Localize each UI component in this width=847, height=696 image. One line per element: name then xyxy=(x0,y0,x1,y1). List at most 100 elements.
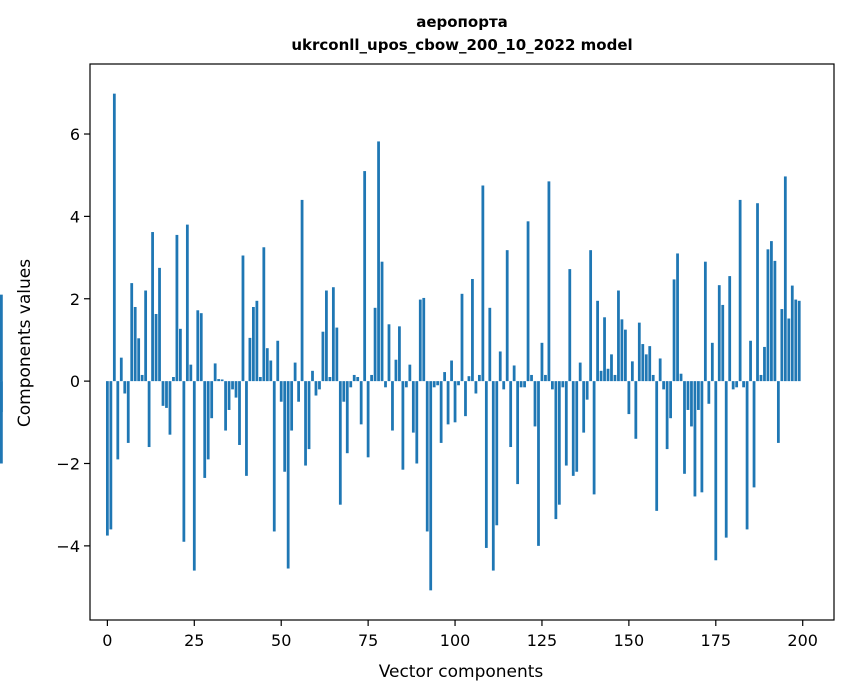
bar-124 xyxy=(537,381,540,546)
bar-184 xyxy=(745,381,749,530)
bar-17 xyxy=(165,381,168,408)
bar-167 xyxy=(686,381,690,410)
bar-175 xyxy=(714,381,718,561)
bar-117 xyxy=(512,365,516,382)
x-axis-label: Vector components xyxy=(379,662,544,682)
bar-110 xyxy=(488,307,492,382)
bar-159 xyxy=(658,358,662,382)
bar-122 xyxy=(530,374,533,382)
bar-40 xyxy=(245,381,248,476)
x-tick-label-25: 25 xyxy=(184,631,204,650)
bar-35 xyxy=(227,381,231,410)
bar-173 xyxy=(707,381,711,404)
bar-88 xyxy=(411,381,415,433)
bar-32 xyxy=(217,379,221,382)
bar-95 xyxy=(436,381,440,386)
bar-155 xyxy=(644,354,648,382)
bar-15 xyxy=(158,267,161,382)
y-tick-label--4: −4 xyxy=(56,537,80,556)
bar-148 xyxy=(620,319,624,382)
bar-154 xyxy=(641,344,645,382)
bar-75 xyxy=(366,381,370,458)
bar-57 xyxy=(304,381,307,466)
bar-111 xyxy=(491,381,495,571)
bar-149 xyxy=(624,329,627,382)
bar-10 xyxy=(140,374,144,382)
x-tick-label-0: 0 xyxy=(102,631,112,650)
bar-78 xyxy=(377,141,380,382)
bar-42 xyxy=(252,306,255,382)
bar-151 xyxy=(630,361,634,382)
bar-2 xyxy=(112,93,116,382)
bar-undefined xyxy=(0,381,3,413)
bar-41 xyxy=(248,337,252,382)
bar-178 xyxy=(724,381,728,538)
bar-30 xyxy=(210,381,214,419)
bar-183 xyxy=(742,381,745,388)
bar-81 xyxy=(387,324,391,382)
bar-20 xyxy=(175,234,179,382)
bar-107 xyxy=(477,374,481,382)
bar-158 xyxy=(655,381,659,511)
bar-153 xyxy=(637,322,641,382)
bar-125 xyxy=(540,342,544,382)
y-tick-label-6: 6 xyxy=(70,125,80,144)
bar-62 xyxy=(321,331,325,382)
bar-92 xyxy=(425,381,429,532)
x-axis-ticks: 0 25 50 75 100 125 150 175 200 xyxy=(102,620,818,650)
bar-145 xyxy=(610,354,613,382)
bar-174 xyxy=(710,342,714,382)
bar-29 xyxy=(206,381,210,460)
bar-109 xyxy=(484,381,488,548)
bar-123 xyxy=(533,381,537,427)
bar-97 xyxy=(443,372,447,382)
bar-54 xyxy=(293,362,297,382)
bar-119 xyxy=(519,381,523,388)
bar-21 xyxy=(179,328,182,382)
bar-115 xyxy=(505,250,509,382)
bar-137 xyxy=(582,381,586,433)
bar-55 xyxy=(297,381,300,402)
bar-18 xyxy=(168,381,172,435)
x-tick-label-100: 100 xyxy=(440,631,471,650)
bar-80 xyxy=(384,381,387,388)
bar-138 xyxy=(585,381,589,400)
bar-156 xyxy=(648,346,652,382)
bar-38 xyxy=(238,381,241,445)
bar-180 xyxy=(731,381,735,390)
bar-45 xyxy=(262,247,266,382)
bar-112 xyxy=(495,381,499,526)
bar-195 xyxy=(783,176,787,382)
bar-135 xyxy=(575,381,579,472)
bar-82 xyxy=(391,381,394,431)
bar-185 xyxy=(749,340,752,382)
bar-176 xyxy=(717,285,721,382)
bar-129 xyxy=(554,381,558,520)
bar-118 xyxy=(516,381,520,485)
bar-31 xyxy=(213,363,217,382)
bar-6 xyxy=(126,381,130,443)
bar-121 xyxy=(526,221,530,382)
bar-43 xyxy=(255,300,259,382)
x-tick-label-175: 175 xyxy=(701,631,732,650)
bar-61 xyxy=(318,381,321,390)
bar-4 xyxy=(119,357,123,382)
bar-22 xyxy=(182,381,186,542)
bar-11 xyxy=(144,290,148,382)
bar-136 xyxy=(578,362,582,382)
bar-undefined xyxy=(0,294,3,382)
bar-84 xyxy=(398,326,401,382)
bar-74 xyxy=(363,171,367,382)
bar-98 xyxy=(446,381,450,425)
bar-12 xyxy=(147,381,151,448)
bar-130 xyxy=(557,381,561,505)
bar-34 xyxy=(224,381,227,431)
bar-72 xyxy=(356,377,360,382)
x-tick-label-75: 75 xyxy=(358,631,378,650)
bar-160 xyxy=(662,381,666,390)
bar-8 xyxy=(133,306,137,382)
bar-166 xyxy=(683,381,686,474)
bar-69 xyxy=(345,381,349,454)
x-tick-label-50: 50 xyxy=(271,631,291,650)
